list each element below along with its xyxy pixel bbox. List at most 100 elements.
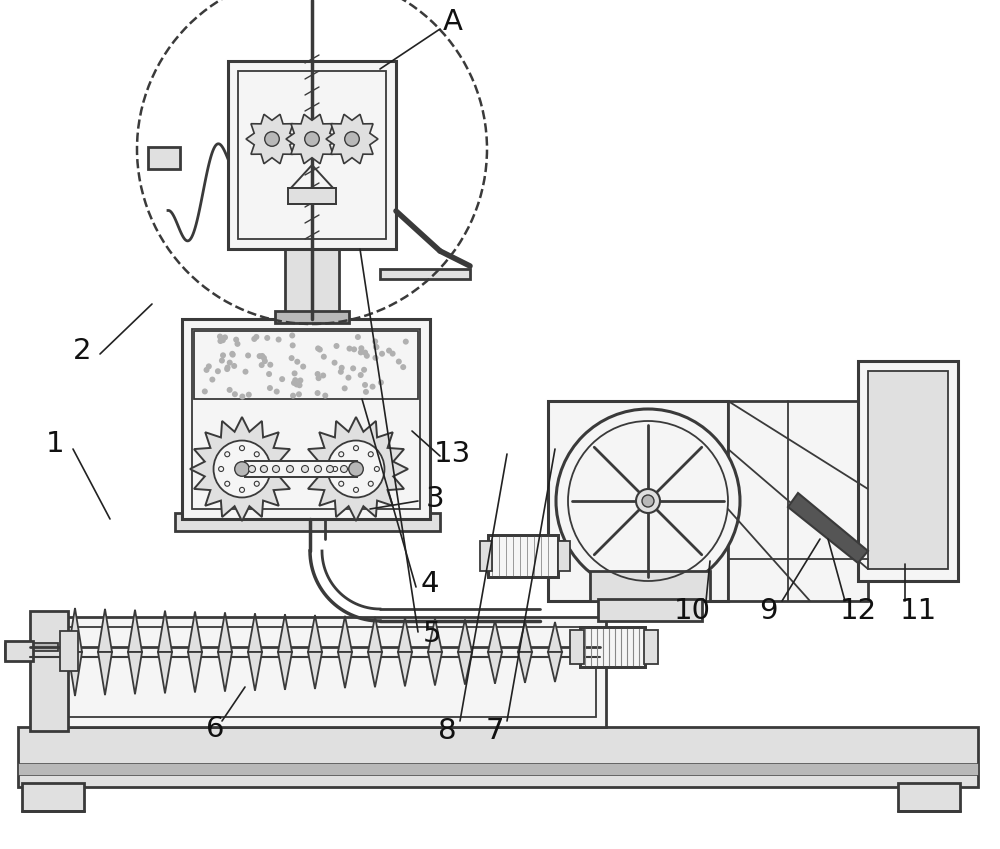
Bar	[22, 783, 84, 811]
Circle shape	[262, 358, 268, 364]
Circle shape	[328, 441, 384, 498]
Circle shape	[289, 333, 295, 339]
Circle shape	[290, 392, 296, 399]
Polygon shape	[548, 622, 562, 652]
Polygon shape	[518, 652, 532, 683]
Circle shape	[246, 391, 252, 397]
Text: A: A	[443, 8, 463, 36]
Circle shape	[305, 132, 319, 146]
Polygon shape	[326, 115, 378, 164]
Polygon shape	[488, 621, 502, 652]
Circle shape	[364, 353, 370, 359]
Circle shape	[340, 465, 348, 473]
Polygon shape	[68, 608, 82, 652]
Polygon shape	[488, 652, 502, 683]
Circle shape	[321, 354, 327, 360]
Circle shape	[265, 132, 279, 146]
Bar	[30, 611, 68, 731]
Circle shape	[302, 465, 308, 473]
Circle shape	[370, 384, 376, 390]
Circle shape	[206, 363, 212, 369]
Circle shape	[202, 388, 208, 395]
Circle shape	[274, 389, 280, 395]
Circle shape	[320, 373, 326, 379]
Polygon shape	[788, 493, 868, 563]
Bar	[644, 630, 658, 664]
Polygon shape	[278, 614, 292, 652]
Circle shape	[362, 350, 368, 356]
Circle shape	[345, 374, 351, 380]
Circle shape	[358, 372, 364, 378]
Polygon shape	[518, 621, 532, 652]
Circle shape	[294, 381, 300, 387]
Bar	[148, 147, 180, 169]
Polygon shape	[188, 611, 202, 652]
Polygon shape	[338, 652, 352, 689]
Circle shape	[358, 346, 364, 351]
Circle shape	[372, 355, 378, 361]
Circle shape	[204, 367, 210, 373]
Bar	[285, 219, 339, 319]
Polygon shape	[308, 615, 322, 652]
Polygon shape	[278, 652, 292, 690]
Circle shape	[333, 343, 339, 349]
Circle shape	[219, 357, 225, 363]
Circle shape	[297, 378, 303, 384]
Circle shape	[231, 363, 237, 369]
Polygon shape	[98, 609, 112, 652]
Polygon shape	[428, 652, 442, 685]
Circle shape	[346, 346, 352, 351]
Circle shape	[259, 362, 265, 368]
Circle shape	[314, 465, 322, 473]
Polygon shape	[218, 612, 232, 652]
Bar	[480, 541, 492, 571]
Bar	[488, 535, 558, 577]
Circle shape	[245, 352, 251, 358]
Circle shape	[220, 352, 226, 358]
Circle shape	[296, 391, 302, 397]
Circle shape	[339, 365, 345, 371]
Circle shape	[345, 132, 359, 146]
Text: 5: 5	[423, 620, 441, 648]
Polygon shape	[190, 417, 294, 521]
Bar	[598, 599, 702, 621]
Text: 13: 13	[433, 440, 471, 468]
Circle shape	[326, 465, 334, 473]
Polygon shape	[248, 652, 262, 691]
Polygon shape	[128, 652, 142, 694]
Circle shape	[225, 364, 231, 370]
Circle shape	[287, 465, 294, 473]
Bar	[238, 71, 386, 239]
Circle shape	[266, 371, 272, 377]
Circle shape	[235, 462, 249, 476]
Circle shape	[229, 351, 235, 357]
Polygon shape	[248, 613, 262, 652]
Circle shape	[227, 360, 233, 366]
Circle shape	[373, 344, 379, 350]
Bar	[898, 783, 960, 811]
Circle shape	[257, 353, 263, 359]
Bar	[58, 617, 606, 727]
Bar	[194, 331, 418, 399]
Bar	[30, 643, 58, 651]
Circle shape	[350, 365, 356, 371]
Circle shape	[260, 465, 268, 473]
Bar	[590, 571, 710, 601]
Circle shape	[355, 334, 361, 340]
Polygon shape	[368, 616, 382, 652]
Circle shape	[233, 337, 239, 343]
Bar	[18, 763, 978, 775]
Polygon shape	[728, 401, 868, 601]
Circle shape	[292, 377, 298, 383]
Circle shape	[642, 495, 654, 507]
Polygon shape	[548, 652, 562, 682]
Polygon shape	[458, 620, 472, 652]
Bar	[580, 627, 645, 667]
Bar	[858, 361, 958, 581]
Circle shape	[230, 351, 236, 357]
Circle shape	[215, 368, 221, 374]
Circle shape	[373, 344, 379, 350]
Text: 8: 8	[438, 717, 456, 745]
Bar	[580, 627, 645, 667]
Text: 2: 2	[73, 337, 91, 365]
